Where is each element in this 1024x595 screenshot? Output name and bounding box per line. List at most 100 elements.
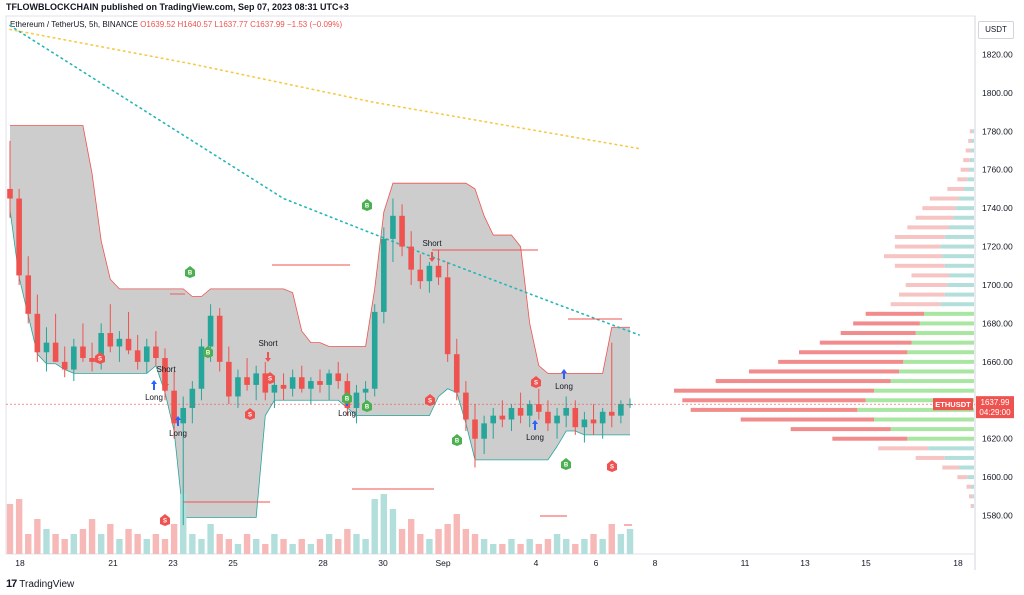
- x-tick-label: 21: [108, 558, 118, 568]
- candle-body: [572, 407, 579, 428]
- candle-body: [16, 198, 22, 276]
- volume-profile-up: [890, 427, 974, 432]
- x-tick-label: 18: [953, 558, 963, 568]
- volume-profile-up: [944, 234, 974, 239]
- marker-letter: S: [248, 413, 252, 419]
- candle-body: [381, 238, 387, 312]
- volume-profile-down: [682, 398, 866, 403]
- volume-bar: [207, 524, 214, 554]
- volume-profile-up: [911, 340, 974, 345]
- volume-profile-down: [899, 292, 945, 297]
- candle-body: [143, 346, 150, 362]
- volume-profile-down: [915, 215, 954, 220]
- volume-profile-down: [790, 427, 891, 432]
- x-tick-label: 23: [168, 558, 178, 568]
- tradingview-logo-icon: 17: [6, 578, 17, 590]
- down-arrow-icon: [429, 252, 435, 262]
- volume-bar: [444, 524, 451, 554]
- volume-profile-up: [944, 455, 974, 460]
- ohlc-change: −1.53 (−0.09%): [287, 20, 343, 29]
- candle-body: [253, 373, 259, 385]
- candle-body: [490, 415, 497, 424]
- volume-bar: [116, 539, 123, 554]
- candle-body: [61, 361, 68, 370]
- x-tick-label: 4: [534, 558, 539, 568]
- candle-body: [107, 333, 114, 347]
- candle-body: [116, 338, 123, 347]
- volume-profile-up: [857, 407, 974, 412]
- volume-profile-down: [963, 158, 970, 163]
- volume-bar: [262, 544, 269, 554]
- candle-body: [618, 404, 624, 416]
- down-arrow-icon: [265, 352, 271, 362]
- x-tick-label: 13: [800, 558, 810, 568]
- candle-body: [399, 215, 405, 247]
- sell-marker: [607, 460, 617, 472]
- currency-selector[interactable]: USDT: [978, 21, 1014, 39]
- volume-profile-up: [953, 215, 974, 220]
- volume-profile-up: [970, 148, 974, 153]
- volume-profile-down: [894, 234, 945, 239]
- symbol-legend: Ethereum / TetherUS, 5h, BINANCE O1639.5…: [10, 20, 342, 29]
- down-arrow-icon: [163, 378, 169, 388]
- volume-profile-down: [957, 475, 968, 480]
- volume-bar: [161, 539, 169, 554]
- volume-profile-down: [884, 254, 943, 259]
- volume-bar: [398, 529, 406, 554]
- volume-bar: [517, 544, 524, 554]
- buy-marker: [203, 346, 213, 358]
- volume-profile-down: [969, 494, 973, 499]
- volume-bar: [371, 499, 378, 554]
- volume-bar: [362, 539, 369, 554]
- candle-body: [80, 346, 86, 359]
- volume-profile-down: [832, 436, 908, 441]
- volume-profile-up: [942, 254, 974, 259]
- volume-profile-up: [890, 379, 974, 384]
- candle-body: [235, 377, 241, 397]
- volume-profile-down: [929, 196, 959, 201]
- candle-body: [371, 311, 378, 389]
- candle-body: [98, 333, 104, 362]
- volume-profile-down: [966, 484, 972, 489]
- marker-letter: B: [206, 351, 211, 357]
- buy-marker: [362, 199, 372, 211]
- candle-body: [417, 269, 424, 282]
- candle-body: [289, 377, 296, 389]
- countdown-label: 04:29:00: [979, 408, 1011, 417]
- volume-bar: [599, 539, 606, 554]
- volume-profile-up: [944, 292, 974, 297]
- candle-body: [563, 407, 569, 416]
- volume-bar: [389, 509, 397, 554]
- candle-body: [581, 419, 588, 428]
- volume-profile-up: [944, 263, 974, 268]
- volume-profile-down: [674, 388, 874, 393]
- volume-profile-up: [947, 283, 974, 287]
- volume-profile-up: [959, 465, 974, 470]
- signal-annotation-long: Long: [145, 393, 163, 402]
- candle-body: [198, 346, 205, 389]
- signal-annotation-long: Long: [555, 382, 573, 391]
- candle-body: [499, 415, 506, 420]
- volume-profile-down: [799, 350, 908, 355]
- buy-marker: [452, 434, 462, 446]
- candle-body: [335, 373, 342, 382]
- volume-bar: [480, 539, 488, 554]
- candle-body: [226, 361, 232, 397]
- volume-bar: [6, 504, 14, 554]
- signal-annotation-long: Long: [169, 429, 187, 438]
- volume-bar: [125, 529, 132, 554]
- volume-profile-up: [971, 138, 974, 143]
- volume-profile-up: [972, 129, 974, 134]
- y-tick-label: 1680.00: [982, 318, 1013, 328]
- candle-body: [435, 265, 442, 278]
- x-tick-label: Sep: [435, 558, 450, 568]
- candle-body: [298, 377, 305, 389]
- volume-bar: [325, 534, 333, 554]
- tradingview-brand[interactable]: 17 TradingView: [6, 578, 74, 590]
- candle-body: [180, 407, 187, 424]
- volume-profile-down: [840, 331, 916, 336]
- volume-profile-down: [865, 311, 924, 316]
- volume-bar: [15, 499, 23, 554]
- candle-body: [554, 415, 560, 424]
